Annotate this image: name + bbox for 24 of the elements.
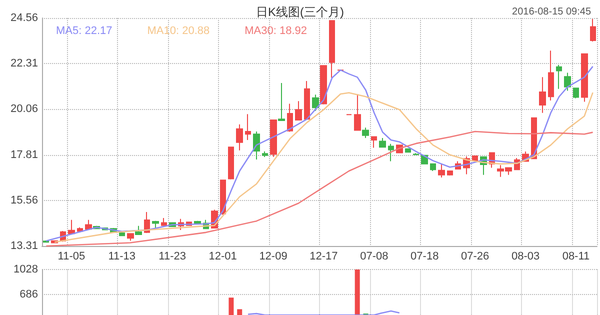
y-tick-label: 17.81 — [10, 148, 38, 161]
y-tick-label: 686 — [20, 288, 38, 300]
chart-title: 日K线图(三个月) — [256, 5, 344, 19]
x-tick-label: 12-17 — [310, 250, 338, 262]
y-tick-label: 13.31 — [10, 240, 38, 252]
x-tick-label: 11-23 — [158, 250, 186, 262]
y-tick-label: 1028 — [14, 264, 38, 276]
text: 2016-08-15 09:45 — [512, 6, 592, 18]
text: MA30: 18.92 — [244, 25, 308, 37]
x-tick-label: 08-11 — [562, 250, 590, 262]
x-tick-label: 12-09 — [259, 250, 288, 262]
x-tick-label: 12-01 — [208, 250, 237, 262]
x-tick-label: 08-03 — [511, 250, 540, 262]
y-tick-label: 22.31 — [10, 58, 38, 70]
y-tick-label: 20.06 — [10, 103, 38, 116]
x-tick-label: 11-05 — [58, 250, 86, 262]
text: MA10: 20.88 — [147, 25, 210, 37]
x-tick-label: 07-08 — [360, 250, 388, 262]
text: MA5: 22.17 — [56, 25, 112, 37]
y-tick-label: 24.56 — [10, 12, 38, 24]
x-tick-label: 11-13 — [108, 250, 136, 262]
x-tick-label: 07-26 — [461, 250, 490, 262]
x-tick-label: 07-18 — [410, 250, 439, 262]
y-tick-label: 15.56 — [10, 194, 38, 206]
